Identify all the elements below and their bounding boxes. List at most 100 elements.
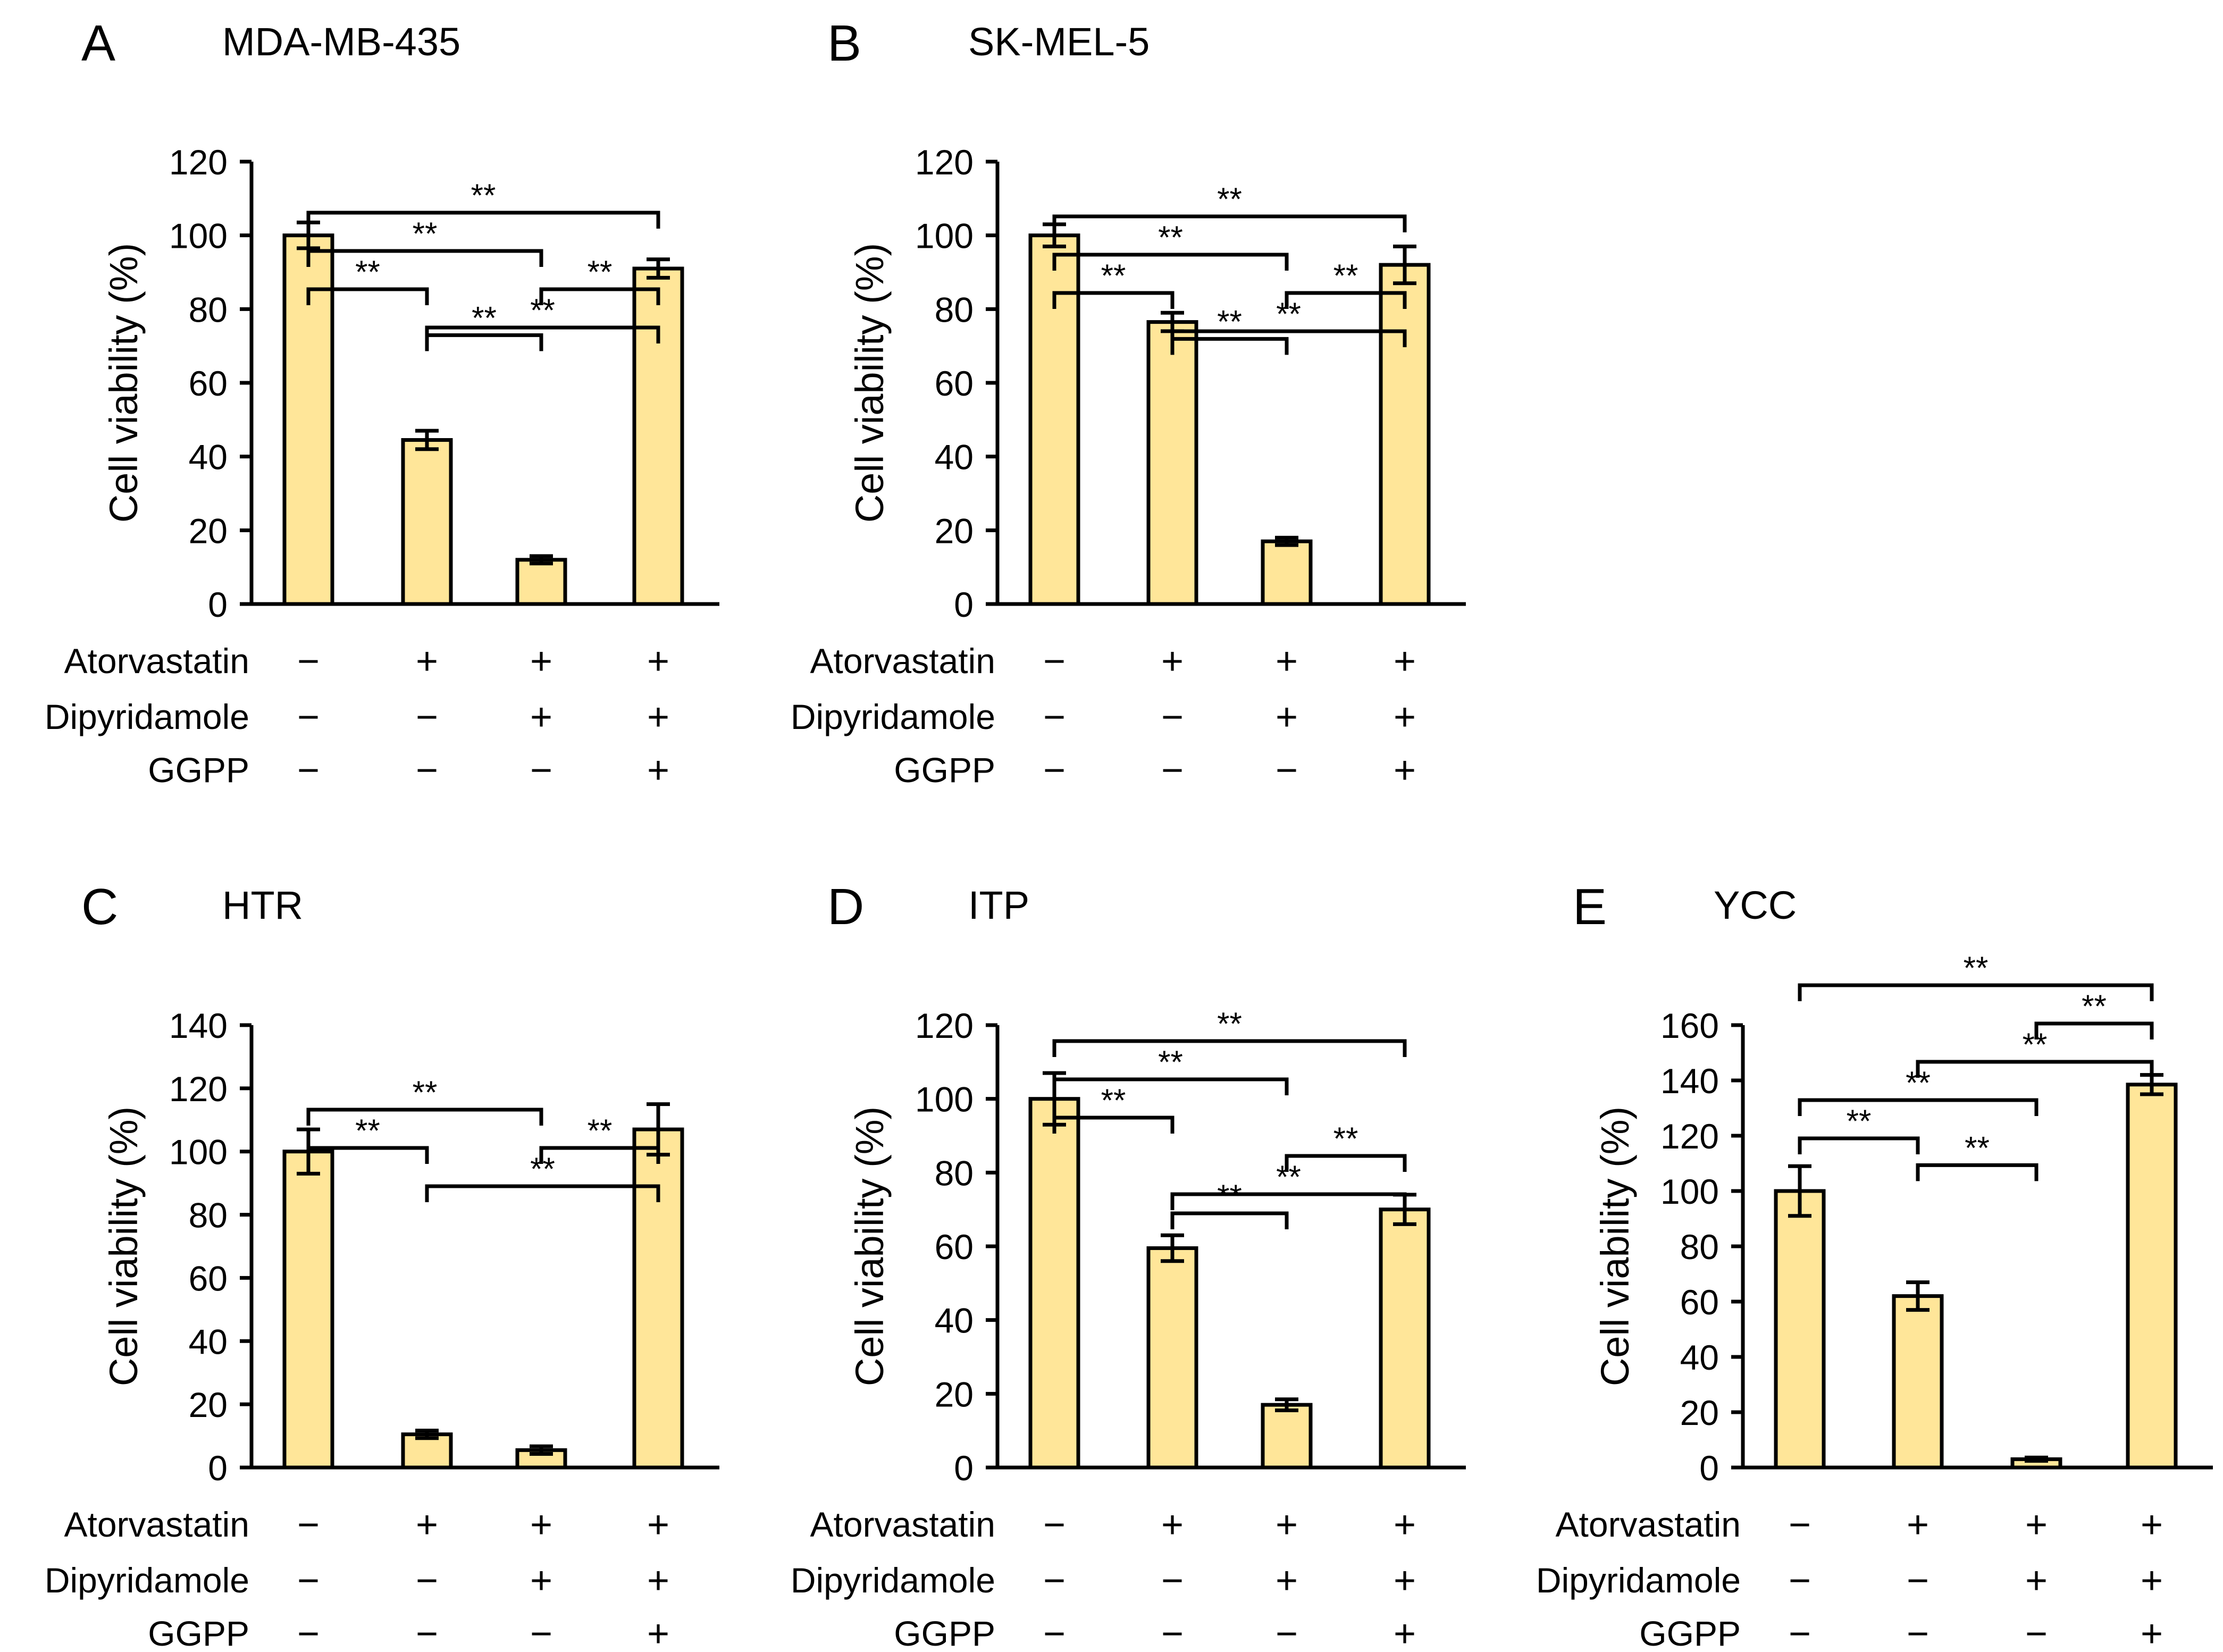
significance-bracket: **: [1052, 181, 1407, 232]
condition-mark: +: [647, 749, 669, 792]
y-tick-label: 0: [954, 585, 974, 624]
panel-label: A: [81, 15, 115, 72]
bracket-line: [539, 1146, 660, 1164]
bracket-line: [306, 1146, 429, 1164]
condition-mark: +: [1394, 640, 1416, 683]
panel-a: A MDA-MB-435 0 20 40 60 80 100 120 Cell viability…: [45, 15, 719, 792]
significance-bracket: **: [1285, 1121, 1407, 1172]
bracket-line: [1798, 983, 2154, 1001]
condition-mark: +: [1394, 1559, 1416, 1602]
significance-bracket: **: [1052, 1083, 1175, 1134]
condition-row-label: Atorvastatin: [64, 641, 250, 681]
condition-mark: −: [416, 1559, 438, 1602]
y-tick-label: 100: [1660, 1172, 1719, 1211]
condition-mark: −: [1043, 1613, 1066, 1652]
error-bar: [415, 429, 439, 451]
condition-mark: −: [297, 749, 320, 792]
condition-mark: −: [416, 696, 438, 739]
significance-label: **: [1276, 296, 1301, 332]
condition-mark: +: [2141, 1559, 2163, 1602]
condition-row-label: Atorvastatin: [1556, 1505, 1741, 1544]
y-tick-label: 80: [189, 290, 228, 329]
y-tick-label: 100: [915, 216, 974, 256]
significance-bracket: **: [306, 216, 543, 267]
condition-mark: +: [2141, 1613, 2163, 1652]
error-bar: [1788, 1164, 1811, 1218]
significance-bracket: **: [539, 1113, 660, 1164]
significance-bracket: **: [1052, 1006, 1407, 1057]
condition-mark: −: [416, 749, 438, 792]
bracket-line: [1170, 337, 1289, 355]
condition-mark: +: [1161, 1504, 1184, 1546]
condition-mark: −: [1043, 1559, 1066, 1602]
y-tick-label: 100: [169, 216, 228, 256]
bar: [401, 1432, 453, 1470]
error-bar: [530, 554, 553, 566]
condition-mark: +: [1161, 640, 1184, 683]
error-bar: [1393, 244, 1416, 286]
bar: [1028, 1097, 1080, 1470]
bar: [1261, 539, 1313, 606]
y-tick-label: 40: [1680, 1338, 1719, 1377]
y-tick-label: 0: [954, 1448, 974, 1488]
condition-mark: −: [530, 749, 552, 792]
significance-label: **: [1965, 1130, 1990, 1165]
y-tick-label: 140: [169, 1006, 228, 1045]
bar: [401, 438, 453, 606]
condition-row-label: GGPP: [894, 1614, 995, 1652]
condition-row-label: GGPP: [1639, 1614, 1741, 1652]
condition-mark: +: [1394, 749, 1416, 792]
error-bar: [415, 1428, 439, 1440]
y-tick-label: 120: [1660, 1117, 1719, 1156]
condition-mark: −: [1161, 749, 1184, 792]
significance-label: **: [2023, 1027, 2048, 1062]
bracket-line: [306, 211, 660, 229]
panel-d: D ITP 0 20 40 60 80 100 120 Cell viability (%) ** *…: [791, 878, 1466, 1652]
significance-bracket: **: [1052, 220, 1289, 271]
condition-row-label: GGPP: [148, 1614, 249, 1652]
bar: [632, 266, 684, 606]
bracket-line: [425, 1184, 660, 1202]
significance-label: **: [1217, 1178, 1242, 1214]
condition-row-label: Dipyridamole: [45, 1561, 249, 1600]
bracket-line: [1285, 291, 1407, 309]
y-tick-label: 20: [189, 1385, 228, 1424]
bracket-line: [2034, 1021, 2154, 1039]
significance-bracket: **: [1052, 258, 1175, 309]
condition-mark: +: [1394, 696, 1416, 739]
panel-title: HTR: [222, 883, 303, 927]
significance-label: **: [1101, 1083, 1126, 1118]
bracket-line: [306, 249, 543, 267]
significance-bracket: **: [1170, 304, 1289, 355]
y-tick-label: 80: [189, 1196, 228, 1235]
significance-label: **: [530, 1151, 555, 1187]
significance-bracket: **: [2034, 988, 2154, 1039]
y-tick-label: 20: [935, 1374, 974, 1414]
condition-mark: −: [1043, 696, 1066, 739]
significance-label: **: [1217, 304, 1242, 339]
condition-row-label: Atorvastatin: [810, 641, 996, 681]
y-tick-label: 40: [935, 1301, 974, 1340]
condition-mark: −: [1789, 1559, 1811, 1602]
condition-mark: +: [647, 1559, 669, 1602]
y-axis-label: Cell viability (%): [848, 1106, 892, 1386]
significance-bracket: **: [539, 254, 660, 305]
significance-label: **: [588, 1113, 613, 1148]
significance-label: **: [1333, 258, 1358, 293]
significance-label: **: [1217, 181, 1242, 217]
y-tick-label: 0: [1699, 1448, 1719, 1488]
significance-label: **: [588, 254, 613, 290]
significance-bracket: **: [425, 300, 543, 351]
significance-bracket: **: [1798, 950, 2154, 1001]
significance-bracket: **: [306, 254, 429, 305]
panel-title: YCC: [1714, 883, 1797, 927]
significance-bracket: **: [306, 1113, 429, 1164]
condition-mark: +: [1276, 1559, 1298, 1602]
bracket-line: [425, 333, 543, 351]
significance-label: **: [2082, 988, 2107, 1024]
y-tick-label: 40: [189, 438, 228, 477]
bracket-line: [1798, 1098, 2039, 1116]
y-tick-label: 20: [935, 511, 974, 550]
bar: [1146, 320, 1198, 606]
condition-mark: +: [2025, 1504, 2048, 1546]
